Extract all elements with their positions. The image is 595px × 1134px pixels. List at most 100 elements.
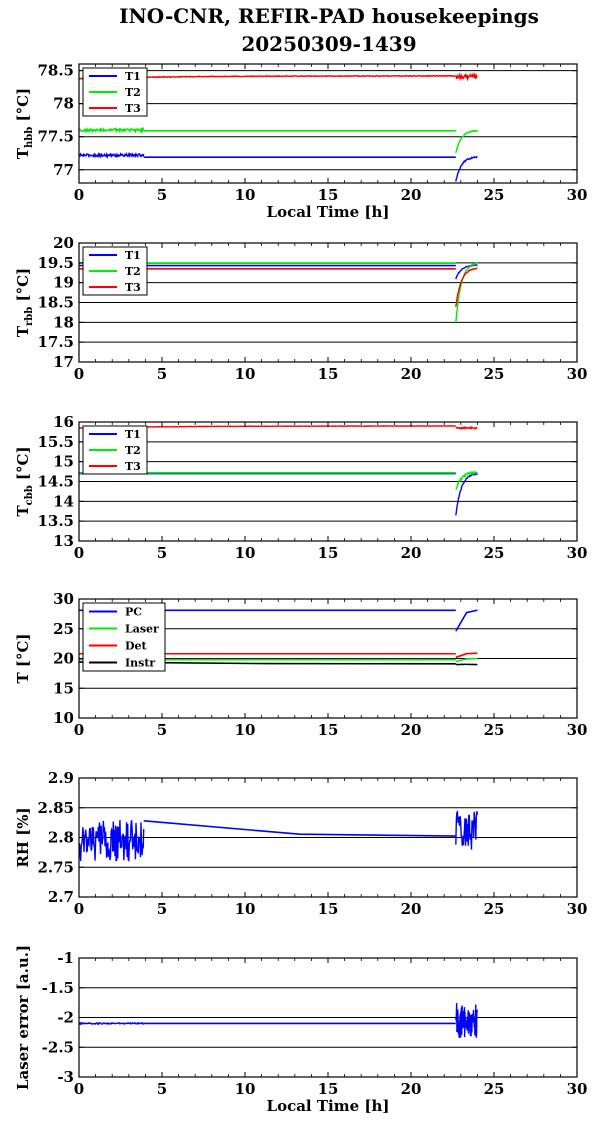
y-axis-label-unit: [°C] — [14, 88, 32, 127]
y-tick-label: -2.5 — [42, 1038, 74, 1056]
x-tick-label: 25 — [484, 721, 505, 739]
y-tick-label: 19 — [53, 274, 74, 292]
y-tick-label: 16 — [53, 413, 74, 431]
y-axis-label-sub: hbb — [24, 127, 35, 148]
x-tick-label: 15 — [318, 365, 339, 383]
legend-label-t1: T1 — [125, 428, 141, 441]
legend-label-laser: Laser — [125, 623, 159, 636]
x-tick-label: 0 — [74, 186, 84, 204]
y-axis-label: Laser error [a.u.] — [14, 945, 32, 1090]
y-tick-label: 20 — [53, 234, 74, 252]
x-tick-label: 30 — [567, 544, 588, 562]
y-axis-label-sub: rbb — [24, 307, 35, 326]
figure-title-line2: 20250309-1439 — [241, 32, 416, 56]
x-tick-label: 15 — [318, 544, 339, 562]
y-axis-label-base: T — [14, 505, 32, 517]
y-axis-label: Trbb [°C] — [14, 268, 35, 337]
x-tick-label: 0 — [74, 900, 84, 918]
y-tick-label: 78.5 — [37, 62, 74, 80]
y-tick-label: 15.5 — [37, 433, 74, 451]
series-line-segment — [79, 151, 145, 160]
series-line-segment — [455, 262, 478, 323]
x-tick-label: 30 — [567, 365, 588, 383]
x-tick-label: 10 — [235, 1080, 256, 1098]
series-line — [79, 1003, 479, 1038]
x-tick-label: 30 — [567, 1080, 588, 1098]
y-tick-label: 14 — [53, 492, 74, 510]
y-axis-label: T [°C] — [14, 633, 32, 683]
x-tick-label: 20 — [401, 1080, 422, 1098]
series-line-segment — [455, 129, 479, 154]
series-line-segment — [455, 810, 479, 850]
y-axis-label: Thbb [°C] — [14, 88, 35, 159]
y-tick-label: 77.5 — [37, 128, 74, 146]
series-line-segment — [143, 820, 456, 837]
x-axis-label: Local Time [h] — [267, 1097, 390, 1115]
x-tick-label: 5 — [157, 186, 167, 204]
y-axis-label-base: RH [%] — [14, 807, 32, 867]
y-tick-label: 15 — [53, 679, 74, 697]
legend-label-t1: T1 — [125, 249, 141, 262]
legend: PC Laser Det Instr — [82, 602, 166, 672]
y-axis-label-base: Laser error [a.u.] — [14, 945, 32, 1090]
y-tick-label: 13 — [53, 532, 74, 550]
series-line-segment — [455, 472, 478, 516]
y-tick-label: 2.85 — [37, 799, 74, 817]
y-axis-label-unit: [°C] — [14, 446, 32, 485]
y-tick-label: 20 — [53, 650, 74, 668]
legend-label-t2: T2 — [125, 444, 141, 457]
legend-label-t2: T2 — [125, 86, 141, 99]
x-tick-label: 0 — [74, 365, 84, 383]
y-axis-label-base: T — [14, 147, 32, 159]
series-line-segment — [79, 820, 145, 863]
series-line-segment — [455, 470, 478, 491]
y-tick-label: 13.5 — [37, 512, 74, 530]
x-tick-label: 10 — [235, 900, 256, 918]
series-line-segment — [455, 264, 478, 280]
series-line-segment — [455, 425, 478, 430]
legend-label-instr: Instr — [125, 657, 155, 670]
y-axis-label-unit: [°C] — [14, 268, 32, 307]
x-tick-label: 0 — [74, 721, 84, 739]
plot-frame — [78, 63, 578, 184]
chart-panel-5: 0 5 10 15 20 25 30 2.7 2.75 2.8 2.85 2.9 RH [%] — [14, 769, 587, 918]
x-tick-label: 25 — [484, 1080, 505, 1098]
x-tick-label: 20 — [401, 900, 422, 918]
y-axis-label: RH [%] — [14, 807, 32, 867]
x-tick-label: 10 — [235, 365, 256, 383]
x-tick-label: 30 — [567, 186, 588, 204]
y-tick-label: 17 — [53, 353, 74, 371]
x-tick-label: 5 — [157, 1080, 167, 1098]
legend: T1 T2 T3 — [82, 246, 148, 296]
chart-panel-4: 0 5 10 15 20 25 30 10 15 20 25 30 T [°C] PC Laser Det In… — [14, 590, 587, 739]
figure-title-line1: INO-CNR, REFIR-PAD housekeepings — [119, 4, 539, 28]
series-line-segment — [455, 657, 478, 663]
x-tick-label: 15 — [318, 1080, 339, 1098]
x-tick-label: 10 — [235, 186, 256, 204]
x-tick-label: 5 — [157, 544, 167, 562]
series-line-segment — [455, 155, 478, 182]
x-tick-label: 30 — [567, 721, 588, 739]
series-t1 — [79, 472, 478, 516]
x-tick-label: 5 — [157, 721, 167, 739]
legend-label-t3: T3 — [125, 102, 141, 115]
series-line-segment — [455, 71, 478, 82]
y-tick-label: 77 — [53, 161, 74, 179]
series-line-segment — [79, 126, 145, 134]
x-tick-label: 5 — [157, 900, 167, 918]
chart-panel-1: 0 5 10 15 20 25 30 77 77.5 78 78.5 Local Time [h] Th… — [14, 62, 587, 221]
y-tick-label: 2.75 — [37, 858, 74, 876]
y-tick-label: -1.5 — [42, 979, 74, 997]
y-tick-label: 14.5 — [37, 473, 74, 491]
x-tick-label: 20 — [401, 544, 422, 562]
series-line-segment — [455, 652, 478, 659]
x-tick-label: 15 — [318, 186, 339, 204]
y-axis-label: Tcbb [°C] — [14, 446, 35, 516]
y-tick-label: 2.7 — [48, 888, 74, 906]
series-line-segment — [455, 609, 478, 632]
y-axis-label-sub: cbb — [24, 485, 35, 505]
series-line-segment — [455, 663, 478, 666]
